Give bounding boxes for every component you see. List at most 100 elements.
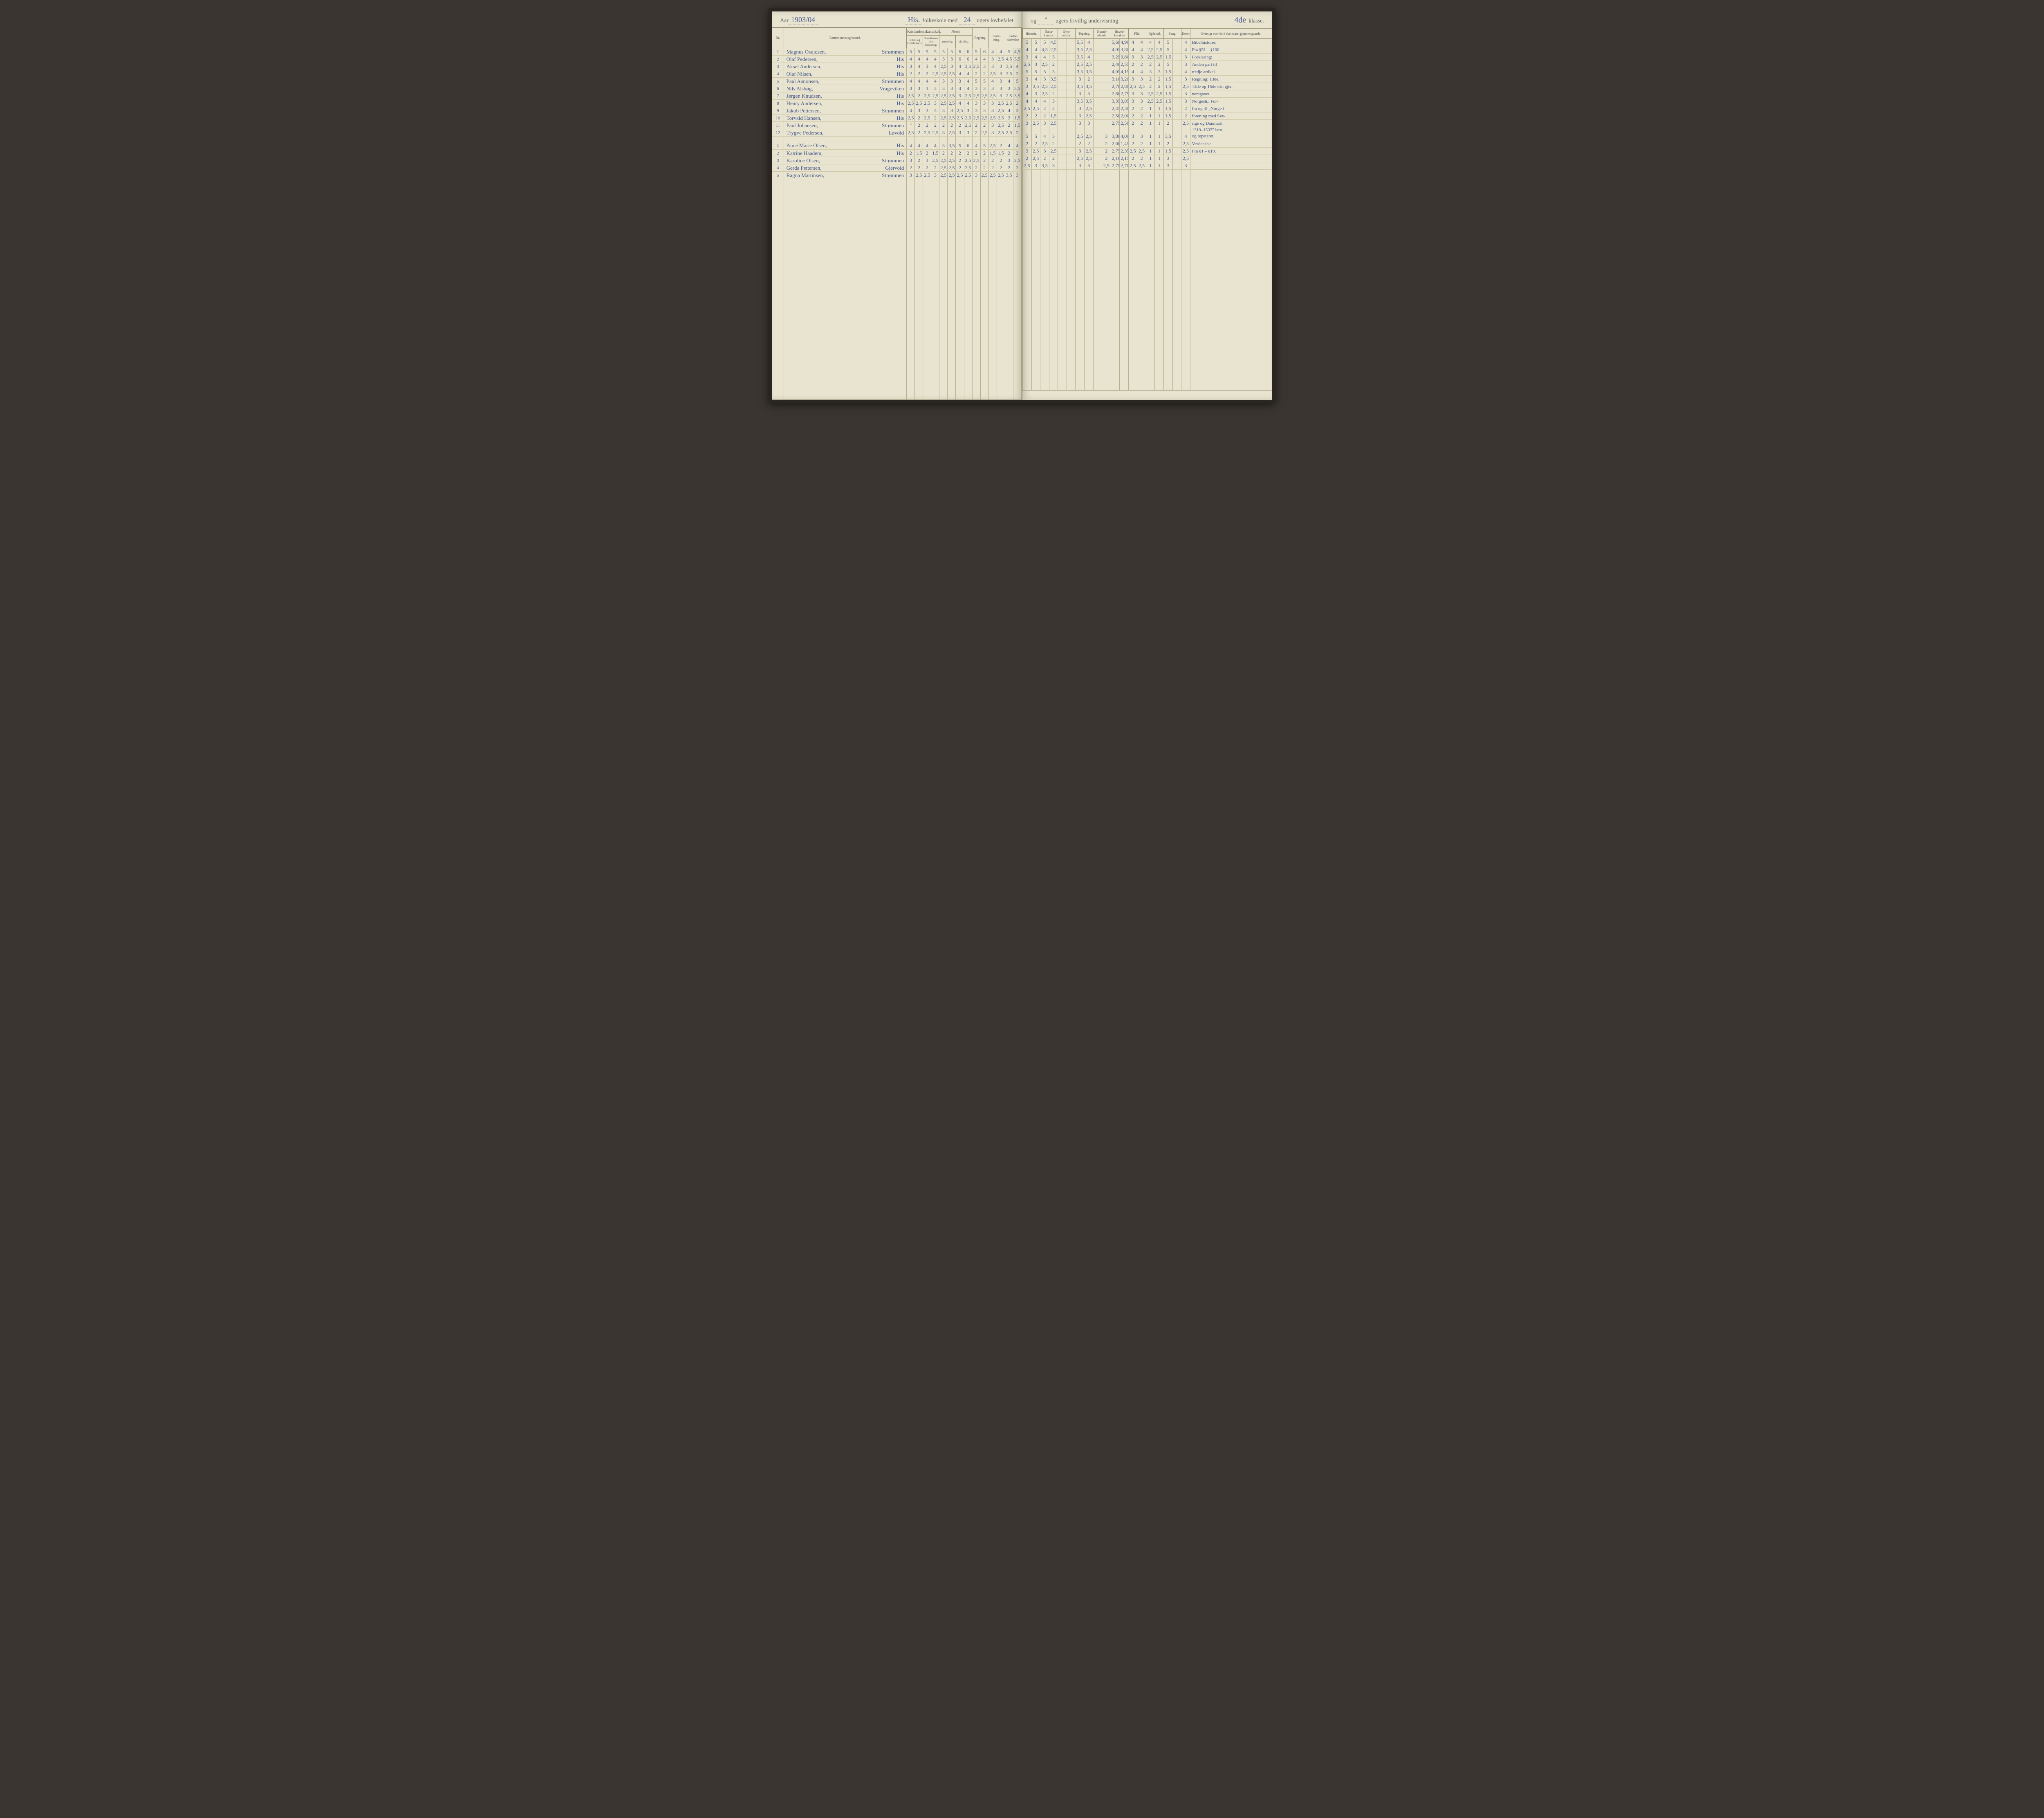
grade-cell [1111,127,1120,133]
grade-cell: 2 [1102,140,1111,148]
grade-cell: 4,90 [1120,39,1129,46]
grade-cell [1058,170,1067,391]
grade-cell: 2,5 [997,129,1005,137]
grade-cell: 4 [1084,54,1093,61]
grade-cell: 1 [1155,162,1164,170]
grade-cell [1084,170,1093,391]
grade-cell [1172,68,1181,76]
student-name: Jakob Pettersen, Strømmen [784,107,907,114]
grade-cell: 5 [980,78,988,85]
grade-cell: 3,5 [1040,162,1049,170]
grade-cell: 1,5 [1164,98,1173,105]
row-nr: 9 [772,107,784,114]
grade-cell: 2 [1128,155,1137,162]
grade-cell: 2 [1076,140,1085,148]
table-row: 5554,55,545,604,90444454Bibelhistorie: [1023,39,1272,46]
grade-cell [1005,137,1013,142]
grade-cell: 1,5 [1164,68,1173,76]
grade-cell: 2 [972,164,980,172]
grade-cell: 6 [964,142,972,150]
grade-cell [1102,127,1111,133]
grade-cell [1093,39,1102,46]
grade-cell [1172,148,1181,155]
grade-cell: 2 [1013,70,1021,78]
grade-cell: 3,5 [1013,85,1021,92]
table-row: 432,52332,802,75332,52,51,53nemgaaet. [1023,90,1272,98]
grade-cell: 3 [988,100,997,107]
grade-cell: 1 [1146,105,1155,112]
grade-cell [1049,127,1058,133]
col-nr: Nr. [772,28,784,48]
grade-cell [923,137,931,142]
grade-cell: 2,70 [1120,162,1129,170]
table-row: 2Katrine Haadem, His21,521,52222221,51,5… [772,150,1022,157]
grade-cell [980,179,988,400]
grade-cell: 3 [1023,83,1032,90]
grade-cell: 2,5 [980,114,988,122]
grade-cell: 1,5 [988,150,997,157]
grade-cell [1172,76,1181,83]
grade-cell: 2 [1137,155,1146,162]
table-row: 5Paul Aanonsen, Strømmen44443334554345 [772,78,1022,85]
row-nr: 4 [772,70,784,78]
grade-cell: 3 [939,78,948,85]
blank-area [772,179,1022,400]
grade-cell [1067,148,1076,155]
student-name: Aksel Andersen, His [784,63,907,70]
table-row: 1Magnus Osuldsen, Strømmen55555566564454… [772,48,1022,56]
grade-cell: 3 [988,122,997,129]
col-skrivning: Skriv- ning. [988,28,1005,48]
grade-cell: 4 [907,142,915,150]
row-nr [772,179,784,400]
table-row: 444,52,53,52,54,053,80442,52,554Fra §51 … [1023,46,1272,54]
col-katek: Katekismen eller forklaring. [923,36,939,48]
col-kristendom: Kristendomskundskab. [907,28,939,36]
grade-cell: 2,5 [1023,105,1032,112]
grade-cell: 2,00 [1111,140,1120,148]
grade-cell [1102,46,1111,54]
notes-cell: Verdensh.: [1190,140,1272,148]
grade-cell: 3 [1049,162,1058,170]
col-historie: Historie. [1023,29,1040,39]
grade-cell: 5,5 [1076,39,1085,46]
grade-cell: 2 [1102,155,1111,162]
grade-cell [1093,61,1102,68]
grade-cell: 4 [1128,39,1137,46]
grade-cell: 4 [988,48,997,56]
grade-cell: 2,5 [948,70,956,78]
grade-cell: 2 [923,164,931,172]
grade-cell: 2,75 [1111,120,1120,127]
col-tegning: Tegning. [1076,29,1093,39]
grade-cell [1067,170,1076,391]
grade-cell [1067,155,1076,162]
grade-cell: 2 [997,142,1005,150]
grade-cell [1093,68,1102,76]
grade-cell: 4 [1031,76,1040,83]
weeks-optional: " [1038,16,1054,25]
grade-cell [1058,120,1067,127]
grade-cell: 2,5 [1031,155,1040,162]
grade-cell: 1 [1155,148,1164,155]
student-name: Katrine Haadem, His [784,150,907,157]
grade-cell: 4 [1031,98,1040,105]
grade-cell: 2,5 [997,114,1005,122]
table-row: 2Olaf Pedersen, His444433664432,54,53,5 [772,56,1022,63]
grade-cell: 3 [972,85,980,92]
grade-cell: 1,5 [1164,76,1173,83]
col-haand: Haand- arbeide. [1093,29,1111,39]
grade-cell [1093,127,1102,133]
grade-cell: 3 [907,172,915,179]
grade-cell [931,137,939,142]
grade-cell: 4,00 [1120,133,1129,140]
grade-cell: 3,25 [1111,54,1120,61]
grade-cell: 3,10 [1111,76,1120,83]
notes-cell: Norgesh.: For- [1190,98,1272,105]
grade-cell: 2,5 [1102,162,1111,170]
grade-cell: 6 [980,48,988,56]
grade-cell: 2,5 [1076,155,1085,162]
col-jord: Jordbe- skrivelse [1005,28,1021,48]
grade-cell: 2 [1128,61,1137,68]
grade-cell: 1,5 [931,150,939,157]
table-row: 32,532,532,522,752,352,52,5111,52,5Fra §… [1023,148,1272,155]
grade-cell: 2 [1040,155,1049,162]
